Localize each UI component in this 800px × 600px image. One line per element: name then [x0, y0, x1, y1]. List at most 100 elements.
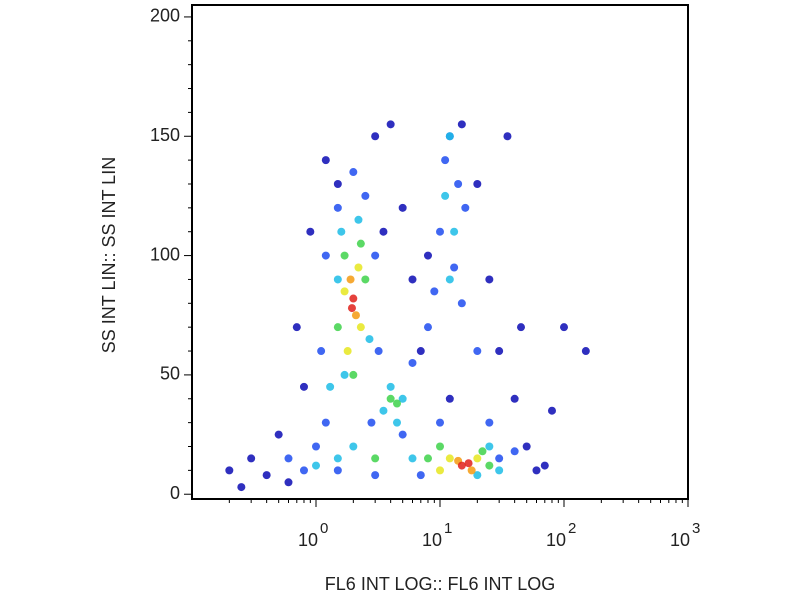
- y-tick-label: 200: [150, 6, 180, 26]
- data-point: [547, 406, 556, 415]
- data-point: [450, 263, 459, 272]
- data-point: [321, 156, 330, 165]
- data-point: [581, 347, 590, 356]
- data-point: [423, 251, 432, 260]
- data-point: [436, 466, 444, 475]
- data-point: [371, 471, 380, 480]
- data-point: [386, 382, 395, 391]
- data-point: [247, 454, 256, 463]
- y-tick-label: 50: [160, 364, 180, 384]
- data-point: [473, 454, 482, 463]
- data-point: [333, 275, 342, 284]
- data-point: [349, 370, 358, 379]
- data-point: [473, 347, 482, 356]
- data-point: [510, 447, 519, 456]
- data-point: [356, 323, 365, 332]
- data-point: [392, 418, 401, 427]
- data-point: [386, 120, 395, 129]
- data-point: [457, 461, 466, 470]
- data-point: [441, 191, 450, 200]
- data-point: [371, 454, 380, 463]
- data-point: [299, 382, 308, 391]
- data-point: [495, 466, 504, 475]
- data-point: [408, 275, 417, 284]
- data-point: [349, 442, 358, 451]
- data-point: [317, 347, 326, 356]
- data-point: [441, 156, 450, 165]
- y-tick-label: 100: [150, 244, 180, 264]
- data-point: [371, 132, 380, 141]
- data-point: [503, 132, 512, 141]
- data-point: [478, 447, 487, 456]
- data-point: [495, 454, 504, 463]
- data-point: [306, 227, 315, 236]
- data-point: [351, 311, 360, 320]
- data-point: [516, 323, 525, 332]
- data-point: [445, 132, 454, 141]
- data-point: [485, 442, 494, 451]
- data-point: [560, 323, 568, 332]
- data-point: [461, 203, 470, 212]
- data-point: [423, 454, 432, 463]
- x-tick-label: 10: [670, 530, 690, 550]
- data-point: [356, 239, 365, 248]
- data-point: [423, 323, 432, 332]
- data-point: [436, 227, 444, 236]
- data-point: [371, 251, 380, 260]
- data-point: [445, 275, 454, 284]
- data-point: [333, 466, 342, 475]
- data-point: [340, 287, 349, 296]
- data-point: [430, 287, 439, 296]
- data-point: [408, 358, 417, 367]
- x-tick-exponent: 3: [692, 520, 700, 537]
- data-point: [349, 168, 358, 177]
- y-axis-title: SS INT LIN:: SS INT LIN: [99, 157, 119, 353]
- data-point: [284, 454, 293, 463]
- data-point: [408, 454, 417, 463]
- data-point: [354, 215, 363, 224]
- x-tick-label: 10: [546, 530, 566, 550]
- data-point: [398, 430, 407, 439]
- data-point: [354, 263, 363, 272]
- data-point: [457, 299, 466, 308]
- data-point: [379, 406, 388, 415]
- data-point: [436, 418, 444, 427]
- x-tick-label: 10: [298, 530, 318, 550]
- data-point: [416, 347, 425, 356]
- data-point: [532, 466, 541, 475]
- data-point: [274, 430, 283, 439]
- data-point: [292, 323, 301, 332]
- x-tick-label: 10: [422, 530, 442, 550]
- data-point: [457, 120, 466, 129]
- data-point: [326, 382, 335, 391]
- data-point: [340, 251, 349, 260]
- data-point: [445, 454, 454, 463]
- data-point: [485, 418, 494, 427]
- data-point: [333, 454, 342, 463]
- data-point: [540, 461, 549, 470]
- data-point: [225, 466, 234, 475]
- y-tick-label: 150: [150, 125, 180, 145]
- data-point: [386, 394, 395, 403]
- data-point: [436, 442, 444, 451]
- data-point: [312, 442, 320, 451]
- data-point: [392, 399, 401, 408]
- data-point: [473, 179, 482, 188]
- data-point: [346, 275, 355, 284]
- data-point: [340, 370, 349, 379]
- data-point: [237, 483, 246, 492]
- data-point: [299, 466, 308, 475]
- data-point: [467, 466, 476, 475]
- data-point: [473, 471, 482, 480]
- x-tick-exponent: 1: [444, 520, 452, 537]
- data-point: [454, 179, 463, 188]
- data-point: [321, 418, 330, 427]
- data-point: [485, 275, 494, 284]
- x-tick-exponent: 2: [568, 520, 576, 537]
- data-point: [361, 191, 370, 200]
- data-point: [374, 347, 383, 356]
- x-tick-exponent: 0: [320, 520, 328, 537]
- data-point: [398, 203, 407, 212]
- data-point: [262, 471, 271, 480]
